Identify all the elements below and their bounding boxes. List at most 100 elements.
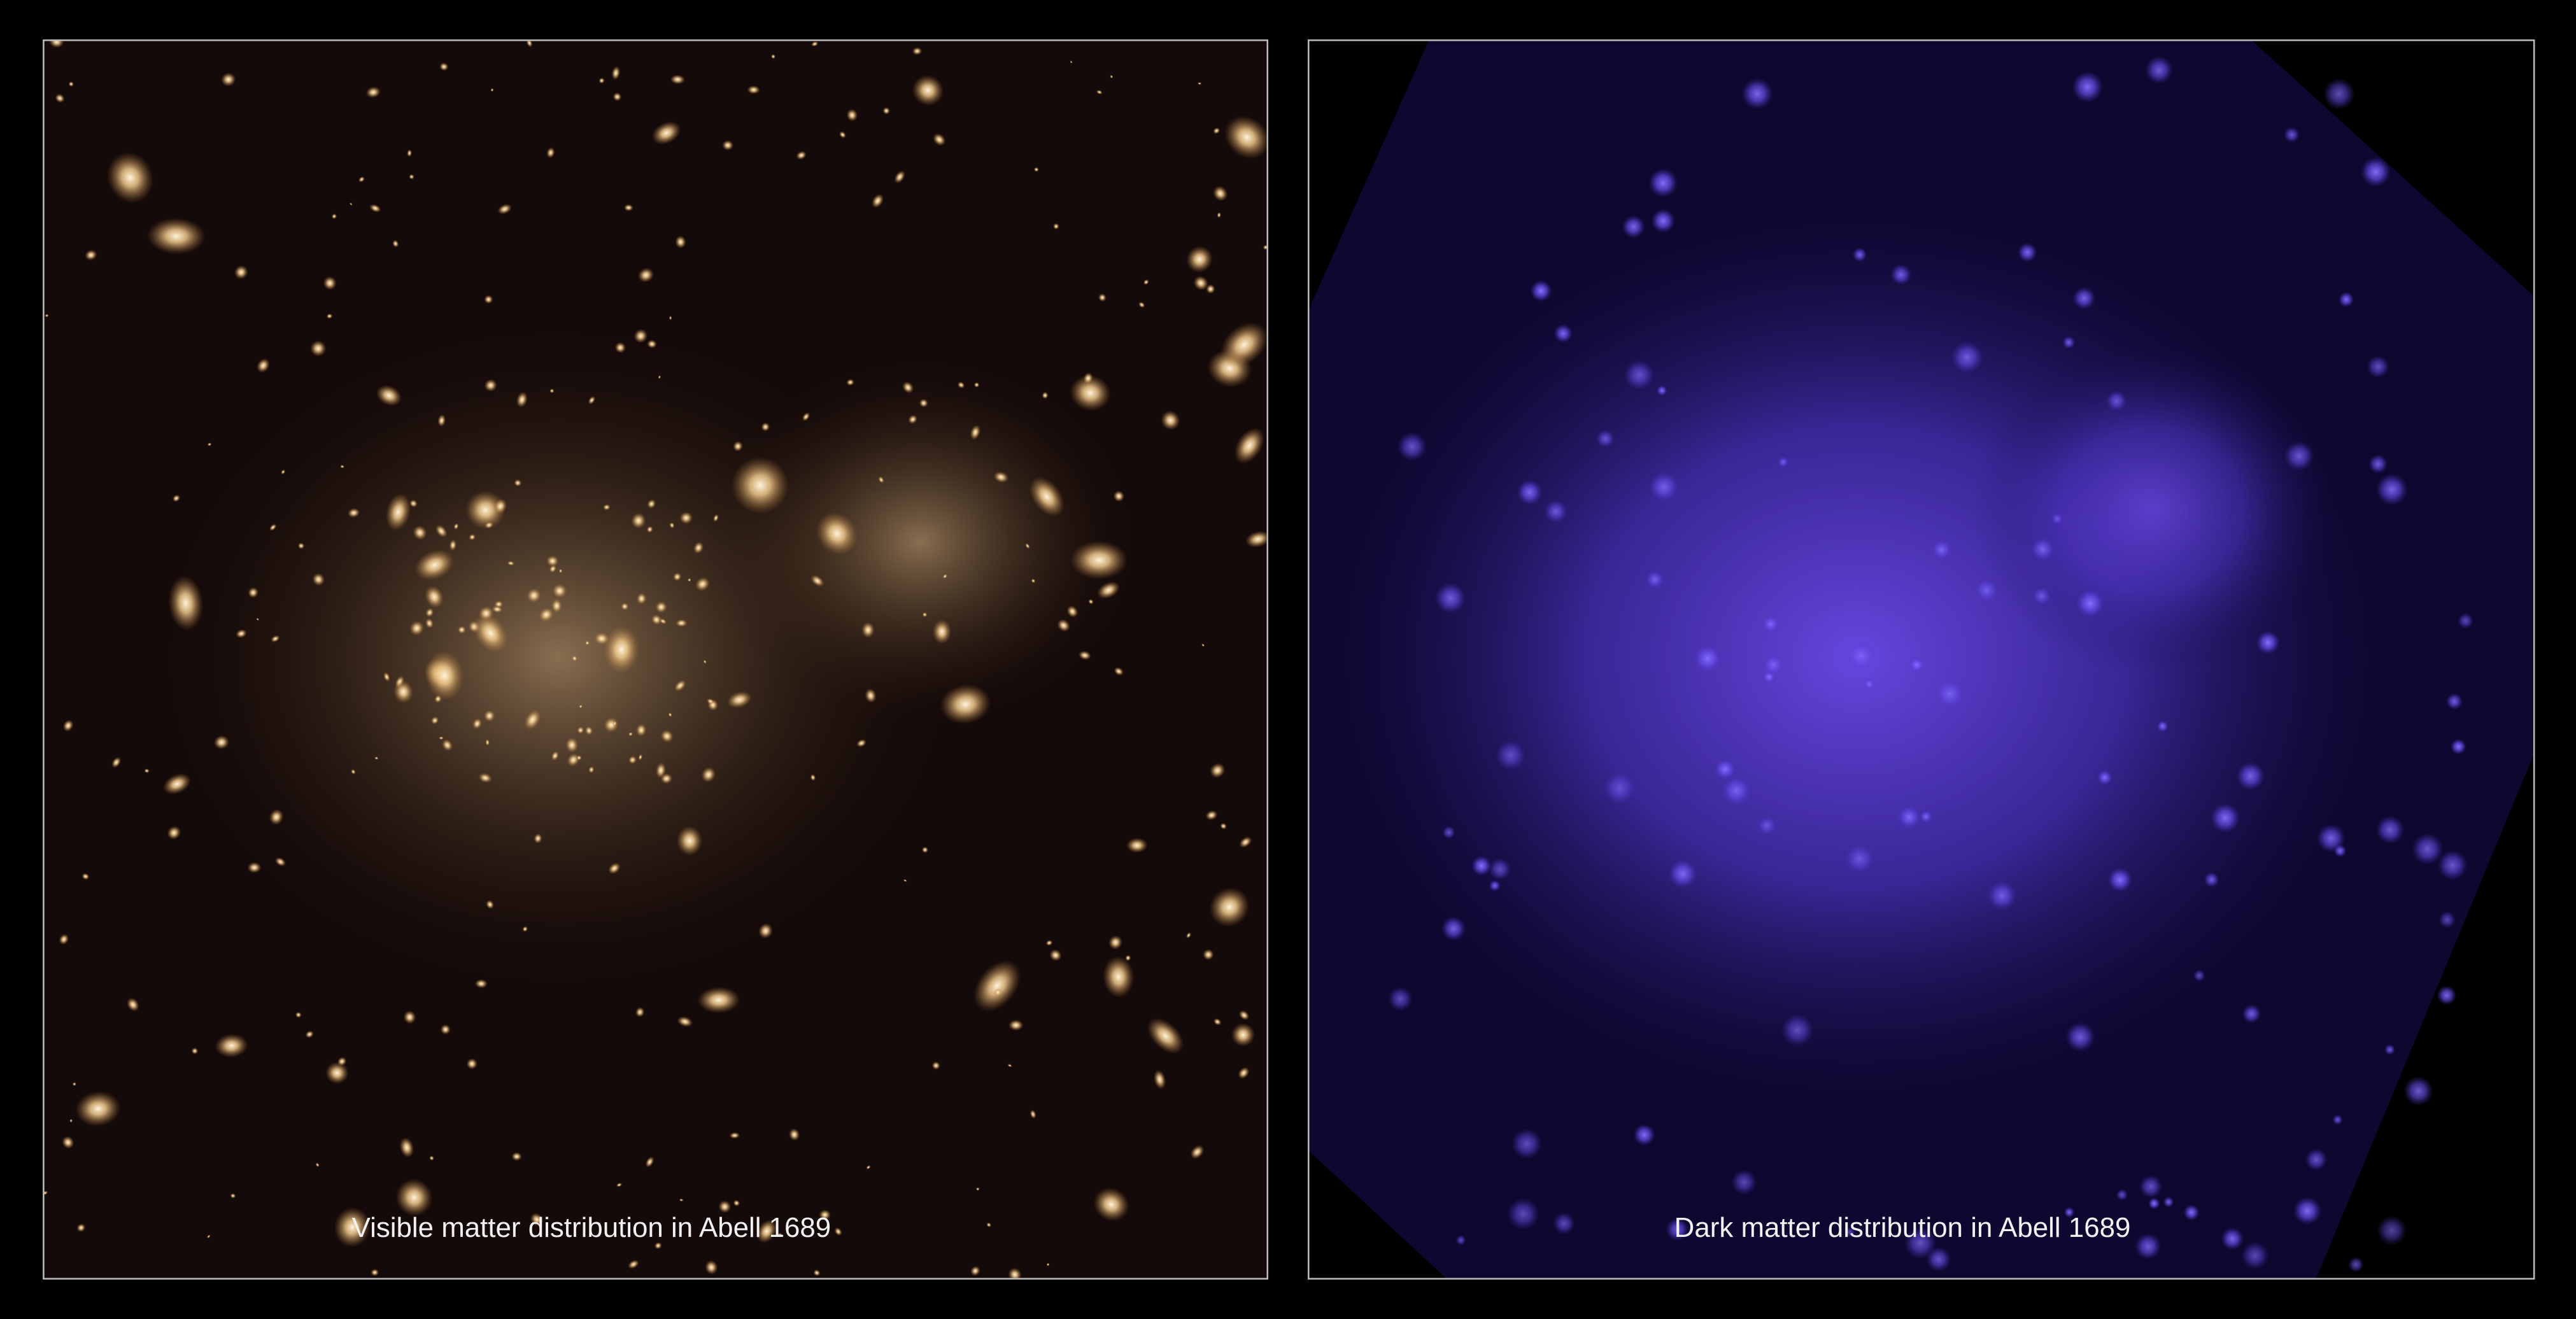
dark-matter-clump — [2163, 1196, 2174, 1208]
dark-matter-clump — [2221, 1227, 2244, 1250]
galaxy — [973, 382, 980, 388]
galaxy — [106, 152, 154, 204]
dark-matter-clump — [1694, 644, 1722, 673]
dark-matter-clump — [2135, 1233, 2162, 1260]
dark-matter-clump — [2458, 612, 2473, 629]
galaxy — [747, 85, 760, 94]
galaxy — [68, 81, 74, 87]
dark-matter-clump — [1920, 810, 1932, 823]
galaxy — [371, 1269, 379, 1276]
galaxy — [970, 425, 981, 441]
galaxy — [588, 396, 596, 405]
galaxy — [1049, 949, 1062, 961]
galaxy — [931, 1061, 940, 1070]
dark-matter-clump — [1517, 479, 1543, 505]
dark-matter-clump — [1845, 1227, 1855, 1238]
galaxy — [478, 606, 494, 621]
dark-matter-clump — [2348, 1257, 2364, 1273]
dark-matter-clump — [1668, 859, 1697, 889]
dark-matter-clump — [2107, 868, 2132, 892]
galaxy — [1033, 167, 1039, 173]
galaxy — [1088, 599, 1094, 605]
galaxy — [1238, 1067, 1250, 1079]
galaxy — [435, 525, 448, 538]
galaxy — [718, 1200, 732, 1213]
galaxy — [1201, 643, 1205, 647]
dark-matter-clump — [2242, 1004, 2261, 1024]
galaxy — [912, 74, 944, 106]
galaxy — [522, 926, 528, 933]
dark-matter-clump — [1714, 758, 1736, 780]
galaxy — [172, 494, 181, 502]
galaxy — [325, 1062, 349, 1084]
galaxy — [655, 601, 667, 613]
galaxy — [331, 213, 337, 220]
galaxy — [1197, 82, 1202, 85]
galaxy — [669, 316, 672, 320]
dark-matter-clump — [2236, 761, 2265, 791]
galaxy — [281, 469, 286, 475]
dark-matter-clump — [1507, 1197, 1539, 1231]
galaxy — [507, 561, 515, 566]
galaxy — [274, 857, 287, 867]
dark-matter-clump — [2156, 720, 2169, 732]
galaxy — [551, 751, 559, 761]
galaxy — [902, 381, 914, 393]
galaxy — [687, 578, 691, 582]
dark-matter-clump — [1651, 209, 1676, 233]
dark-matter-clump — [2183, 1204, 2200, 1221]
galaxy — [654, 1242, 662, 1250]
caption: Dark matter distribution in Abell 1689 — [1674, 1212, 2131, 1243]
dark-matter-clump — [2403, 1076, 2433, 1106]
dark-matter-clump — [1633, 1124, 1655, 1146]
galaxy — [1108, 935, 1123, 950]
galaxy — [637, 267, 655, 283]
galaxy — [438, 736, 444, 740]
galaxy — [658, 375, 661, 379]
galaxy — [546, 555, 559, 567]
galaxy — [399, 1137, 414, 1158]
dark-matter-clump — [1471, 856, 1492, 876]
galaxy — [816, 512, 858, 555]
dark-matter-clump — [1544, 500, 1568, 523]
galaxy — [576, 755, 582, 761]
galaxy — [705, 1260, 718, 1275]
galaxy — [546, 147, 555, 159]
galaxy — [221, 73, 236, 87]
dark-matter-clump — [1897, 805, 1921, 829]
galaxy — [623, 204, 633, 211]
galaxy — [429, 1155, 434, 1161]
galaxy — [256, 617, 260, 621]
galaxy — [726, 691, 752, 709]
galaxy — [777, 1232, 783, 1238]
dark-matter-clump — [2032, 586, 2051, 606]
galaxy — [484, 379, 497, 392]
dark-matter-clump — [2368, 454, 2388, 474]
galaxy — [484, 295, 493, 304]
galaxy — [796, 151, 807, 160]
galaxy — [756, 1219, 777, 1243]
galaxy — [440, 1024, 451, 1035]
dark-matter-clump — [1762, 615, 1780, 633]
dark-matter-clump — [1530, 279, 1552, 302]
dark-matter-clump — [2438, 911, 2456, 929]
dark-matter-clump — [2323, 78, 2355, 110]
dark-matter-clump — [2284, 441, 2314, 471]
dark-matter-clump — [1624, 360, 1655, 390]
galaxy — [676, 826, 703, 856]
galaxy — [369, 204, 381, 213]
dark-matter-clump — [1645, 570, 1664, 589]
galaxy — [514, 479, 522, 487]
dark-matter-clump — [1987, 880, 2017, 910]
dark-matter-clump — [1762, 654, 1784, 675]
galaxy — [676, 619, 688, 628]
galaxy — [572, 655, 577, 662]
dark-matter-clump — [1951, 341, 1983, 374]
galaxy — [449, 539, 457, 551]
galaxy — [497, 204, 512, 215]
dark-matter-clump — [2437, 985, 2457, 1005]
dark-matter-clump — [2332, 1114, 2343, 1125]
galaxy — [669, 522, 675, 529]
galaxy — [230, 1193, 236, 1199]
